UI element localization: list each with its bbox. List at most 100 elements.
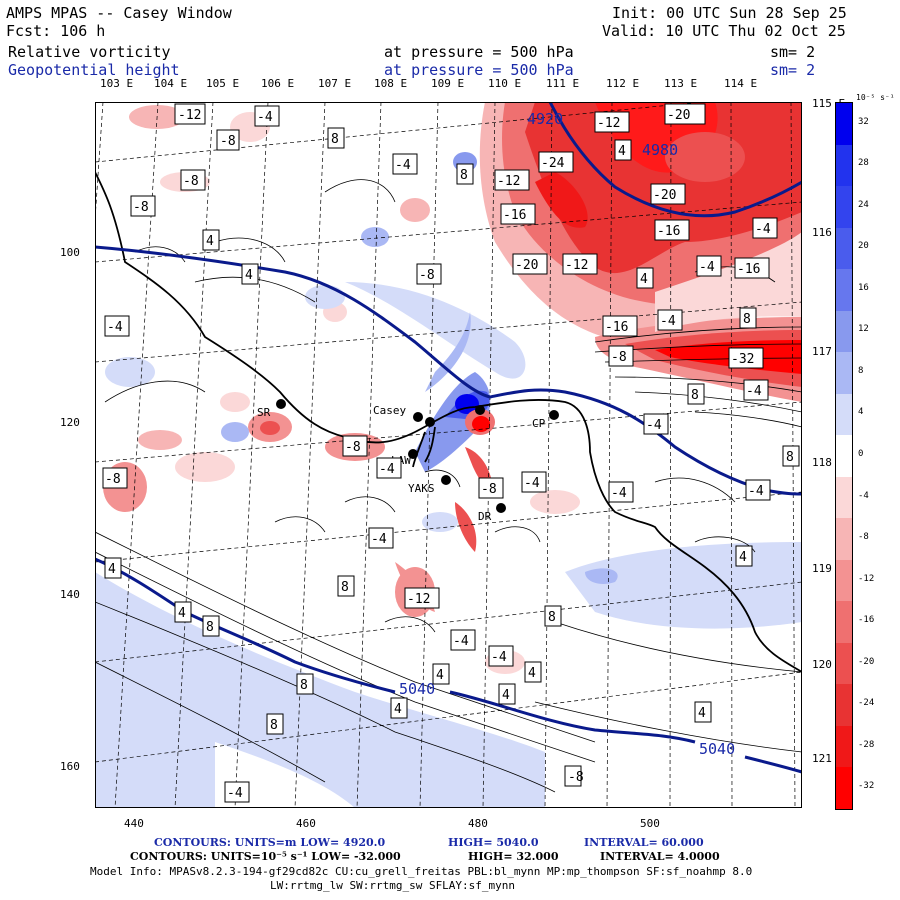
init-time: Init: 00 UTC Sun 28 Sep 25 [612,4,847,22]
vorticity-label-group: -12 -8 -4 8 -12 -20 4 -24 -4 8 -8 -12 -2… [102,103,800,803]
svg-text:-12: -12 [597,116,620,131]
vort-label: 4 [694,701,712,723]
vort-label: 8 [544,605,562,627]
vort-label: 8 [266,713,284,735]
svg-text:8: 8 [691,388,699,403]
vort-label: 8 [687,383,705,405]
svg-text:4: 4 [528,666,536,681]
vort-label: 4 [104,557,122,579]
colorbar-tick-label: 20 [858,241,869,252]
svg-text:-20: -20 [667,108,690,123]
height-label: 5040 [399,680,435,698]
station-marker [475,405,485,415]
x-tick-label: 500 [640,817,660,830]
vorticity-contour-high: HIGH= 32.000 [468,850,559,863]
svg-text:4: 4 [739,550,747,565]
svg-text:-24: -24 [541,156,565,171]
vort-label: -16 [500,203,536,225]
vort-label: -8 [216,129,240,151]
svg-text:-20: -20 [515,258,538,273]
svg-text:-12: -12 [407,592,430,607]
vort-label: 4 [432,663,450,685]
light-blue-wash-north [345,282,526,379]
svg-text:-16: -16 [503,208,526,223]
vort-label: -4 [254,105,280,127]
colorbar [835,102,853,810]
station-dr-label: DR [478,510,492,523]
svg-text:4: 4 [436,668,444,683]
vort-label: 4 [614,139,632,161]
lon-label: 108 E [374,77,408,90]
vort-label: -4 [392,153,418,175]
svg-text:-12: -12 [565,258,588,273]
station-casey2-marker [425,417,435,427]
vort-label: -4 [488,645,514,667]
station-dr-marker [496,503,506,513]
y-tick-label: 140 [60,588,80,601]
svg-text:8: 8 [743,312,751,327]
svg-text:-4: -4 [453,634,469,649]
height-contour-info: CONTOURS: UNITS=m LOW= 4920.0 [154,836,386,849]
vort-label: -20 [650,183,686,205]
svg-text:-12: -12 [497,174,520,189]
colorbar-segment [836,393,852,436]
svg-text:-4: -4 [699,260,715,275]
svg-text:8: 8 [206,620,214,635]
vort-label: 4 [524,661,542,683]
height-contours [95,102,802,774]
svg-text:4: 4 [698,706,706,721]
height-contour-high: HIGH= 5040.0 [448,836,539,849]
vort-label: 8 [739,307,757,329]
svg-text:8: 8 [460,168,468,183]
station-casey-marker [413,412,423,422]
colorbar-segment [836,435,852,478]
field2-smoothing: sm= 2 [770,61,816,79]
colorbar-segment [836,352,852,395]
svg-text:4: 4 [502,688,510,703]
svg-text:4: 4 [640,272,648,287]
svg-text:-4: -4 [755,222,771,237]
colorbar-segment [836,642,852,685]
svg-text:-20: -20 [653,188,676,203]
svg-text:-8: -8 [105,472,121,487]
colorbar-tick-label: -32 [858,781,875,792]
colorbar-tick-label: -12 [858,573,875,584]
colorbar-tick-label: -24 [858,698,875,709]
colorbar-tick-label: 4 [858,407,864,418]
vort-label: -8 [478,477,504,499]
vort-label: -4 [521,471,547,493]
coastline-inlet [412,426,436,468]
svg-text:-4: -4 [227,786,243,801]
vort-label: -16 [654,219,690,241]
colorbar-segment [836,144,852,187]
vort-label: -12 [594,111,630,133]
svg-text:-8: -8 [183,174,199,189]
height-label: 4980 [642,141,678,159]
lon-label: 105 E [206,77,240,90]
vort-label: 4 [498,683,516,705]
vort-label: -12 [562,253,598,275]
vort-label: 4 [636,267,654,289]
colorbar-tick-label: 12 [858,324,869,335]
lon-label: 107 E [318,77,352,90]
svg-text:4: 4 [394,702,402,717]
svg-text:4: 4 [178,606,186,621]
svg-text:-32: -32 [731,352,754,367]
vort-label: -8 [180,169,206,191]
svg-text:-4: -4 [107,320,123,335]
field2-level: at pressure = 500 hPa [384,61,574,79]
field2-name: Geopotential height [8,61,180,79]
colorbar-segment [836,310,852,353]
vort-label: 4 [735,545,753,567]
svg-text:4: 4 [108,562,116,577]
svg-text:-16: -16 [605,320,628,335]
svg-text:4: 4 [245,268,253,283]
svg-text:-8: -8 [419,268,435,283]
svg-text:8: 8 [300,678,308,693]
model-info-radiation: LW:rrtmg_lw SW:rrtmg_sw SFLAY:sf_mynn [270,879,516,892]
lon-label: 109 E [431,77,465,90]
vort-label: 8 [337,575,355,597]
vort-label: 8 [456,163,474,185]
vort-label: 8 [296,673,314,695]
svg-text:-8: -8 [220,134,236,149]
